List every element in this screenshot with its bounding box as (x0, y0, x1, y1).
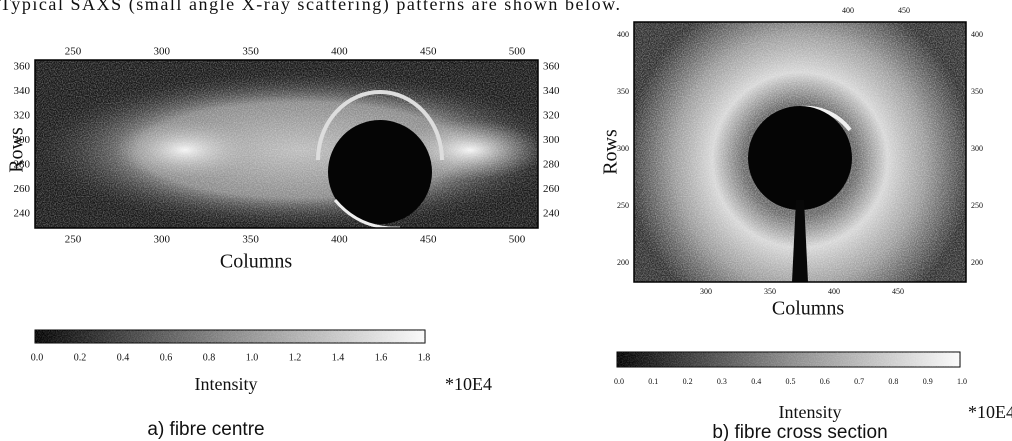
x-tick-label: 250 (65, 234, 82, 246)
x-axis-label: Columns (772, 298, 844, 320)
y-tick-label: 240 (14, 208, 31, 220)
x-tick-label: 350 (242, 234, 259, 246)
x-tick-label: 400 (842, 6, 854, 15)
colorbar-scale: *10E4 (968, 402, 1012, 422)
y-axis-label: Rows (6, 127, 28, 173)
saxs-image-b (634, 22, 966, 282)
y-tick-label: 300 (971, 144, 983, 153)
x-tick-label: 400 (828, 287, 840, 296)
colorbar-tick-label: 0.2 (683, 377, 693, 386)
colorbar-tick-label: 1.4 (332, 352, 345, 363)
colorbar-tick-label: 0.8 (888, 377, 898, 386)
x-tick-label: 450 (420, 234, 437, 246)
plot-frame (34, 59, 539, 229)
colorbar-tick-label: 1.2 (289, 352, 302, 363)
colorbar-tick-label: 1.6 (375, 352, 388, 363)
colorbar-tick-label: 1.0 (246, 352, 259, 363)
y-tick-label: 320 (14, 110, 31, 122)
y-tick-label: 360 (14, 61, 31, 73)
colorbar-tick-label: 0.3 (717, 377, 727, 386)
colorbar-tick-label: 0.4 (751, 377, 761, 386)
y-tick-label: 300 (617, 144, 629, 153)
colorbar-label: Intensity (779, 402, 842, 422)
colorbar-tick-label: 0.9 (923, 377, 933, 386)
figure-caption: b) fibre cross section (712, 422, 887, 441)
y-tick-label: 300 (14, 134, 31, 146)
y-tick-label: 200 (617, 258, 629, 267)
x-axis-label: Columns (220, 251, 292, 273)
x-tick-label: 350 (764, 287, 776, 296)
colorbar-tick-label: 0.5 (786, 377, 796, 386)
x-tick-label: 300 (154, 46, 171, 58)
x-tick-label: 450 (892, 287, 904, 296)
colorbar-tick-label: 0.6 (160, 352, 173, 363)
y-tick-label: 200 (971, 258, 983, 267)
x-tick-label: 500 (509, 46, 526, 58)
y-axis-label: Rows (600, 129, 622, 175)
y-tick-label: 340 (14, 85, 31, 97)
colorbar-tick-label: 0.0 (614, 377, 624, 386)
y-tick-label: 280 (543, 159, 560, 171)
x-tick-label: 300 (154, 234, 171, 246)
y-tick-label: 400 (971, 30, 983, 39)
colorbar-tick-label: 0.6 (820, 377, 830, 386)
x-tick-label: 400 (331, 234, 348, 246)
y-tick-label: 250 (617, 201, 629, 210)
x-tick-label: 300 (700, 287, 712, 296)
x-tick-label: 350 (242, 46, 259, 58)
colorbar-tick-label: 0.0 (31, 352, 44, 363)
y-tick-label: 250 (971, 201, 983, 210)
y-tick-label: 300 (543, 134, 560, 146)
colorbar-texture (35, 330, 425, 343)
y-tick-label: 400 (617, 30, 629, 39)
y-tick-label: 260 (14, 183, 31, 195)
colorbar-texture (617, 352, 960, 367)
y-tick-label: 320 (543, 110, 560, 122)
colorbar-tick-label: 1.0 (957, 377, 967, 386)
y-tick-label: 360 (543, 61, 560, 73)
x-tick-label: 400 (331, 46, 348, 58)
colorbar-tick-label: 0.7 (854, 377, 864, 386)
plot-frame (633, 21, 967, 283)
colorbar-tick-label: 0.1 (648, 377, 658, 386)
colorbar-scale: *10E4 (445, 374, 492, 394)
x-tick-label: 500 (509, 234, 526, 246)
colorbar-tick-label: 0.2 (74, 352, 87, 363)
colorbar-tick-label: 1.8 (418, 352, 431, 363)
y-tick-label: 340 (543, 85, 560, 97)
y-tick-label: 350 (971, 87, 983, 96)
colorbar-label: Intensity (195, 374, 258, 394)
colorbar-tick-label: 0.4 (117, 352, 130, 363)
intro-text: Typical SAXS (small angle X-ray scatteri… (0, 0, 620, 15)
saxs-image-a (35, 60, 538, 228)
y-tick-label: 260 (543, 183, 560, 195)
figure-caption: a) fibre centre (147, 419, 264, 440)
colorbar-tick-label: 0.8 (203, 352, 216, 363)
x-tick-label: 250 (65, 46, 82, 58)
y-tick-label: 280 (14, 159, 31, 171)
x-tick-label: 450 (420, 46, 437, 58)
y-tick-label: 240 (543, 208, 560, 220)
x-tick-label: 450 (898, 6, 910, 15)
y-tick-label: 350 (617, 87, 629, 96)
